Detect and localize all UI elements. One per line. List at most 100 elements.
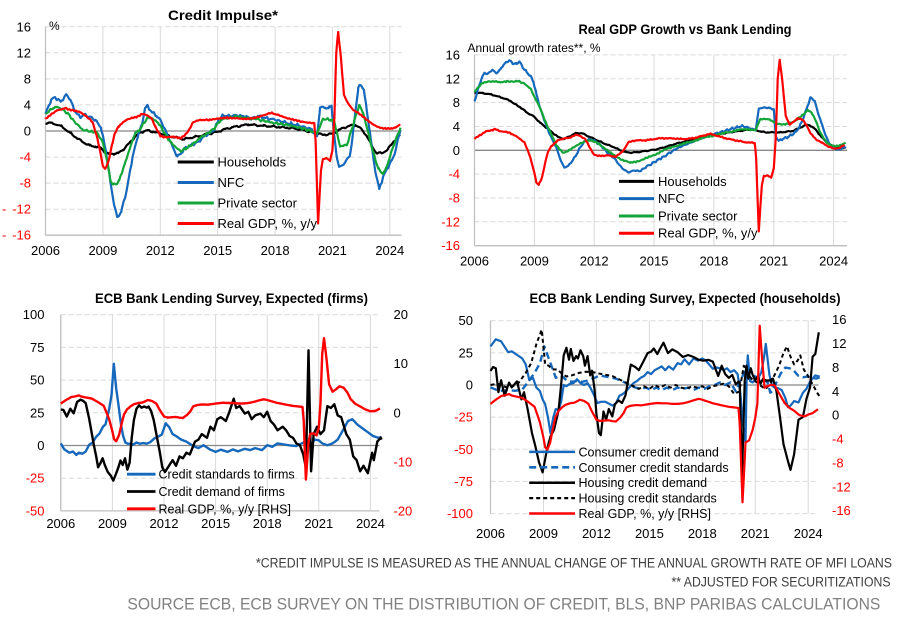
svg-text:Annual growth rates**, %: Annual growth rates**, % <box>468 43 601 55</box>
svg-text:75: 75 <box>30 340 44 355</box>
svg-text:4: 4 <box>24 97 31 112</box>
svg-text:2018: 2018 <box>699 254 728 269</box>
svg-text:4: 4 <box>832 384 839 399</box>
svg-text:Housing credit demand: Housing credit demand <box>579 476 708 490</box>
svg-text:0: 0 <box>394 405 401 420</box>
svg-text:2012: 2012 <box>150 516 179 531</box>
svg-text:-16: -16 <box>12 228 31 243</box>
svg-text:2009: 2009 <box>520 254 549 269</box>
svg-text:4: 4 <box>453 119 460 134</box>
svg-text:-12: -12 <box>832 479 851 494</box>
svg-text:-100: -100 <box>447 506 473 521</box>
svg-text:Real GDP Growth vs Bank Lendin: Real GDP Growth vs Bank Lending <box>579 21 792 37</box>
svg-text:20: 20 <box>394 307 408 322</box>
svg-text:-12: -12 <box>441 214 460 229</box>
svg-text:-8: -8 <box>19 176 31 191</box>
svg-text:Private sector: Private sector <box>218 196 298 211</box>
svg-text:Real GDP, %, y/y: Real GDP, %, y/y <box>658 226 758 241</box>
svg-text:2006: 2006 <box>460 254 489 269</box>
svg-text:2012: 2012 <box>582 526 611 541</box>
svg-text:-20: -20 <box>394 503 413 518</box>
svg-text:25: 25 <box>30 405 44 420</box>
svg-text:50: 50 <box>459 313 473 328</box>
svg-text:2021: 2021 <box>759 254 788 269</box>
svg-text:-: - <box>2 202 6 217</box>
svg-text:2021: 2021 <box>741 526 770 541</box>
svg-text:NFC: NFC <box>658 191 685 206</box>
svg-text:0: 0 <box>453 143 460 158</box>
svg-text:Consumer credit demand: Consumer credit demand <box>579 445 719 459</box>
svg-text:50: 50 <box>30 373 44 388</box>
svg-text:-10: -10 <box>394 454 413 469</box>
svg-text:2024: 2024 <box>819 254 848 269</box>
svg-text:0: 0 <box>24 124 31 139</box>
svg-text:SOURCE ECB, ECB SURVEY ON THE: SOURCE ECB, ECB SURVEY ON THE DISTRIBUTI… <box>127 595 880 613</box>
svg-text:-4: -4 <box>19 150 31 165</box>
svg-text:Households: Households <box>658 174 727 189</box>
svg-text:16: 16 <box>446 47 460 62</box>
svg-text:Credit standards to firms: Credit standards to firms <box>159 468 295 482</box>
svg-text:Households: Households <box>218 155 287 170</box>
svg-text:16: 16 <box>832 312 846 327</box>
svg-text:2021: 2021 <box>304 516 333 531</box>
svg-text:2006: 2006 <box>476 526 505 541</box>
svg-text:8: 8 <box>832 360 839 375</box>
svg-text:-4: -4 <box>448 167 460 182</box>
svg-text:2018: 2018 <box>688 526 717 541</box>
svg-text:Housing credit standards: Housing credit standards <box>579 492 717 506</box>
svg-text:-50: -50 <box>26 503 45 518</box>
svg-text:ECB Bank Lending Survey, Expec: ECB Bank Lending Survey, Expected (house… <box>530 290 841 306</box>
svg-text:-16: -16 <box>832 503 851 518</box>
svg-text:2018: 2018 <box>261 243 290 258</box>
svg-text:12: 12 <box>832 336 846 351</box>
svg-text:10: 10 <box>394 356 408 371</box>
svg-text:0: 0 <box>832 408 839 423</box>
svg-text:2021: 2021 <box>318 243 347 258</box>
svg-text:%: % <box>49 19 60 33</box>
svg-text:2024: 2024 <box>375 243 404 258</box>
svg-text:Credit demand of firms: Credit demand of firms <box>159 485 285 499</box>
svg-text:2015: 2015 <box>203 243 232 258</box>
svg-text:-8: -8 <box>832 455 844 470</box>
svg-text:Real GDP, %, y/y: Real GDP, %, y/y <box>218 216 318 231</box>
svg-text:12: 12 <box>17 45 31 60</box>
svg-text:2009: 2009 <box>88 243 117 258</box>
svg-text:-: - <box>2 228 6 243</box>
svg-text:-25: -25 <box>26 471 45 486</box>
svg-text:-4: -4 <box>832 432 844 447</box>
svg-text:2012: 2012 <box>146 243 175 258</box>
svg-text:8: 8 <box>24 71 31 86</box>
svg-text:2015: 2015 <box>640 254 669 269</box>
svg-text:2006: 2006 <box>31 243 60 258</box>
svg-text:8: 8 <box>453 95 460 110</box>
svg-text:** ADJUSTED FOR SECURITIZATION: ** ADJUSTED FOR SECURITIZATIONS <box>672 574 891 589</box>
svg-text:2024: 2024 <box>794 526 823 541</box>
svg-text:-50: -50 <box>454 442 473 457</box>
svg-text:16: 16 <box>17 19 31 34</box>
svg-text:ECB Bank Lending Survey, Expec: ECB Bank Lending Survey, Expected (firms… <box>95 290 368 306</box>
svg-text:2009: 2009 <box>529 526 558 541</box>
svg-text:-16: -16 <box>441 238 460 253</box>
svg-text:25: 25 <box>459 345 473 360</box>
svg-text:Real GDP, %, y/y [RHS]: Real GDP, %, y/y [RHS] <box>159 502 291 516</box>
svg-text:100: 100 <box>23 307 45 322</box>
svg-text:-25: -25 <box>454 410 473 425</box>
svg-text:2024: 2024 <box>356 516 385 531</box>
svg-text:2009: 2009 <box>98 516 127 531</box>
svg-text:0: 0 <box>466 378 473 393</box>
svg-text:Credit Impulse*: Credit Impulse* <box>168 7 279 23</box>
svg-text:2006: 2006 <box>46 516 75 531</box>
svg-text:Consumer credit standards: Consumer credit standards <box>579 461 729 475</box>
svg-text:2015: 2015 <box>201 516 230 531</box>
svg-text:NFC: NFC <box>218 175 245 190</box>
svg-text:*CREDIT IMPULSE IS MEASURED AS: *CREDIT IMPULSE IS MEASURED AS THE ANNUA… <box>256 555 892 570</box>
svg-text:12: 12 <box>446 71 460 86</box>
svg-text:2018: 2018 <box>253 516 282 531</box>
svg-text:-75: -75 <box>454 474 473 489</box>
svg-text:Private sector: Private sector <box>658 209 738 224</box>
svg-text:2012: 2012 <box>580 254 609 269</box>
svg-text:2015: 2015 <box>635 526 664 541</box>
svg-text:-8: -8 <box>448 191 460 206</box>
svg-text:-12: -12 <box>12 202 31 217</box>
svg-text:Real GDP, %, y/y [RHS]: Real GDP, %, y/y [RHS] <box>579 507 711 521</box>
